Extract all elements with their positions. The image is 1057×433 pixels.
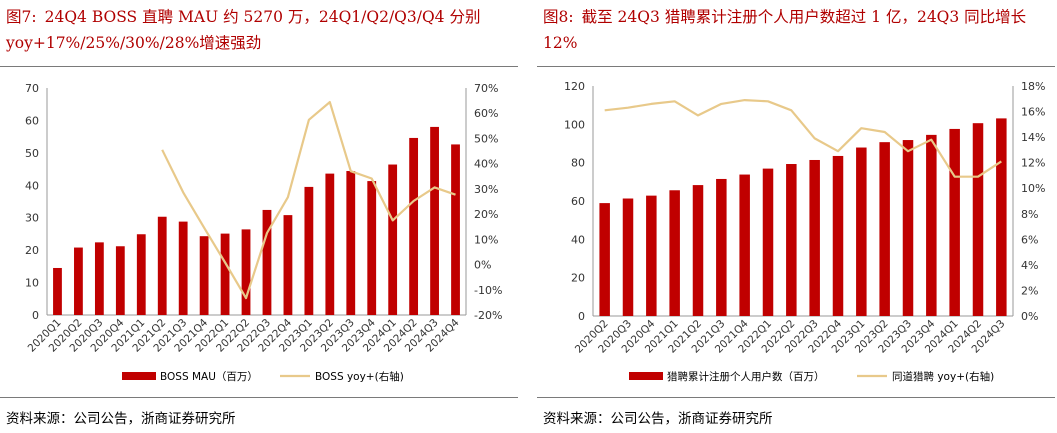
left-axis-tick-label: 100 (564, 118, 585, 131)
left-axis-tick-label: 60 (25, 114, 39, 127)
left-axis-tick-label: 0 (32, 309, 39, 322)
bar-2023Q2 (879, 142, 890, 316)
bar-2023Q2 (325, 173, 335, 315)
left-axis-tick-label: 30 (25, 212, 39, 225)
figure-7-label: 图7: (6, 8, 37, 26)
right-axis-tick-label: -20% (474, 309, 502, 322)
right-axis-tick-label: 10% (474, 233, 498, 246)
figure-8-title: 图8: 截至 24Q3 猎聘累计注册个人用户数超过 1 亿，24Q3 同比增长 1… (543, 4, 1053, 56)
bar-2024Q4 (451, 144, 460, 315)
bar-2022Q1 (762, 168, 774, 316)
bar-2021Q2 (157, 216, 167, 315)
right-axis-tick-label: 12% (1021, 157, 1045, 170)
bar-2021Q4 (739, 174, 750, 316)
right-axis-tick-label: 4% (1021, 259, 1038, 272)
bar-2023Q1 (856, 147, 867, 316)
right-axis-tick-label: 0% (1021, 310, 1038, 323)
bar-2022Q3 (809, 159, 820, 316)
right-axis-tick-label: 70% (474, 82, 498, 95)
bar-2021Q1 (669, 190, 680, 316)
yoy-line (604, 98, 1002, 178)
bar-2023Q3 (346, 171, 356, 315)
legend-line-label: 同道猎聘 yoy+(右轴) (892, 370, 994, 383)
left-axis-tick-label: 120 (564, 80, 585, 93)
legend-bar-swatch (122, 372, 156, 380)
bar-2022Q1 (220, 233, 230, 315)
bar-2023Q1 (304, 186, 314, 315)
right-axis-tick-label: 20% (474, 208, 498, 221)
bar-2023Q3 (902, 140, 914, 316)
figure-7-panel: 图7: 24Q4 BOSS 直聘 MAU 约 5270 万，24Q1/Q2/Q3/… (0, 0, 520, 433)
bar-2022Q2 (241, 229, 251, 315)
figure-8-source: 资料来源：公司公告，浙商证券研究所 (543, 411, 773, 427)
left-axis-tick-label: 80 (571, 157, 585, 170)
bar-2021Q1 (136, 234, 146, 315)
left-axis-tick-label: 40 (571, 233, 585, 246)
left-axis-tick-label: 20 (571, 272, 585, 285)
bar-2024Q1 (949, 128, 960, 316)
left-axis-tick-label: 50 (25, 147, 39, 160)
figure-7-source: 资料来源：公司公告，浙商证券研究所 (6, 411, 236, 427)
bar-2023Q4 (367, 181, 377, 315)
legend-bar-label: 猎聘累计注册个人用户数（百万） (667, 370, 825, 383)
right-axis-tick-label: 0% (474, 259, 491, 272)
right-axis-tick-label: 30% (474, 183, 498, 196)
boss-mau-chart: 0 10 20 30 40 50 60 70 -20% -10% 0% 10% 20% 30% 40% 50%… (25, 82, 502, 383)
bar-2021Q4 (199, 236, 209, 315)
right-axis-tick-label: 6% (1021, 233, 1038, 246)
figure-8-label: 图8: (543, 8, 574, 26)
figure-7-title: 图7: 24Q4 BOSS 直聘 MAU 约 5270 万，24Q1/Q2/Q3/… (6, 4, 516, 56)
bar-2023Q4 (926, 134, 937, 316)
right-axis-tick-label: 40% (474, 158, 498, 171)
right-axis-tick-label: 18% (1021, 80, 1045, 93)
yoy-line (161, 100, 456, 300)
left-axis-tick-label: 0 (578, 310, 585, 323)
right-axis-tick-label: 10% (1021, 182, 1045, 195)
bar-2022Q4 (832, 155, 844, 316)
legend-bar-label: BOSS MAU（百万） (160, 371, 258, 383)
bar-2024Q3 (996, 118, 1007, 316)
bar-2020Q4 (115, 246, 125, 315)
bar-2021Q3 (178, 221, 188, 315)
bar-2021Q3 (716, 178, 727, 316)
bar-2020Q4 (646, 195, 657, 316)
figure-8-title-text: 截至 24Q3 猎聘累计注册个人用户数超过 1 亿，24Q3 同比增长 12% (543, 8, 1027, 52)
figure-8-panel: 图8: 截至 24Q3 猎聘累计注册个人用户数超过 1 亿，24Q3 同比增长 1… (537, 0, 1057, 433)
right-axis-tick-label: -10% (474, 284, 502, 297)
legend-line-label: BOSS yoy+(右轴) (315, 370, 404, 383)
bar-2020Q3 (622, 198, 634, 316)
bar-2024Q2 (972, 123, 984, 316)
chart-frame-boss: 0 10 20 30 40 50 60 70 -20% -10% 0% 10% 20% 30% 40% 50%… (0, 66, 518, 398)
bar-2024Q3 (430, 126, 439, 315)
bar-2022Q3 (262, 209, 272, 315)
left-axis-tick-label: 40 (25, 179, 39, 192)
right-axis-tick-label: 16% (1021, 106, 1045, 119)
figure-7-title-text: 24Q4 BOSS 直聘 MAU 约 5270 万，24Q1/Q2/Q3/Q4 … (6, 8, 481, 52)
bar-2024Q1 (388, 164, 398, 315)
chart-frame-liepin: 0 20 40 60 80 100 120 0% 2% 4% 6% 8% 10% 12% 14% 16% 18%… (537, 66, 1055, 398)
bar-2020Q1 (53, 267, 62, 315)
bar-2022Q2 (786, 164, 797, 316)
left-axis-tick-label: 60 (571, 195, 585, 208)
liepin-users-chart: 0 20 40 60 80 100 120 0% 2% 4% 6% 8% 10% 12% 14% 16% 18%… (564, 80, 1045, 383)
right-axis-tick-label: 50% (474, 132, 498, 145)
right-axis-tick-label: 8% (1021, 208, 1038, 221)
legend-bar-swatch (629, 372, 663, 380)
left-axis-tick-label: 10 (25, 277, 39, 290)
bar-2022Q4 (283, 215, 293, 315)
right-axis-tick-label: 2% (1021, 284, 1038, 297)
right-axis-tick-label: 60% (474, 107, 498, 120)
left-axis-tick-label: 70 (25, 82, 39, 95)
bar-2021Q2 (692, 185, 704, 316)
bar-2020Q2 (74, 247, 83, 315)
left-axis-tick-label: 20 (25, 244, 39, 257)
bar-2020Q3 (94, 242, 104, 315)
right-axis-tick-label: 14% (1021, 131, 1045, 144)
bar-2020Q2 (599, 203, 610, 316)
bar-2024Q2 (409, 137, 419, 315)
